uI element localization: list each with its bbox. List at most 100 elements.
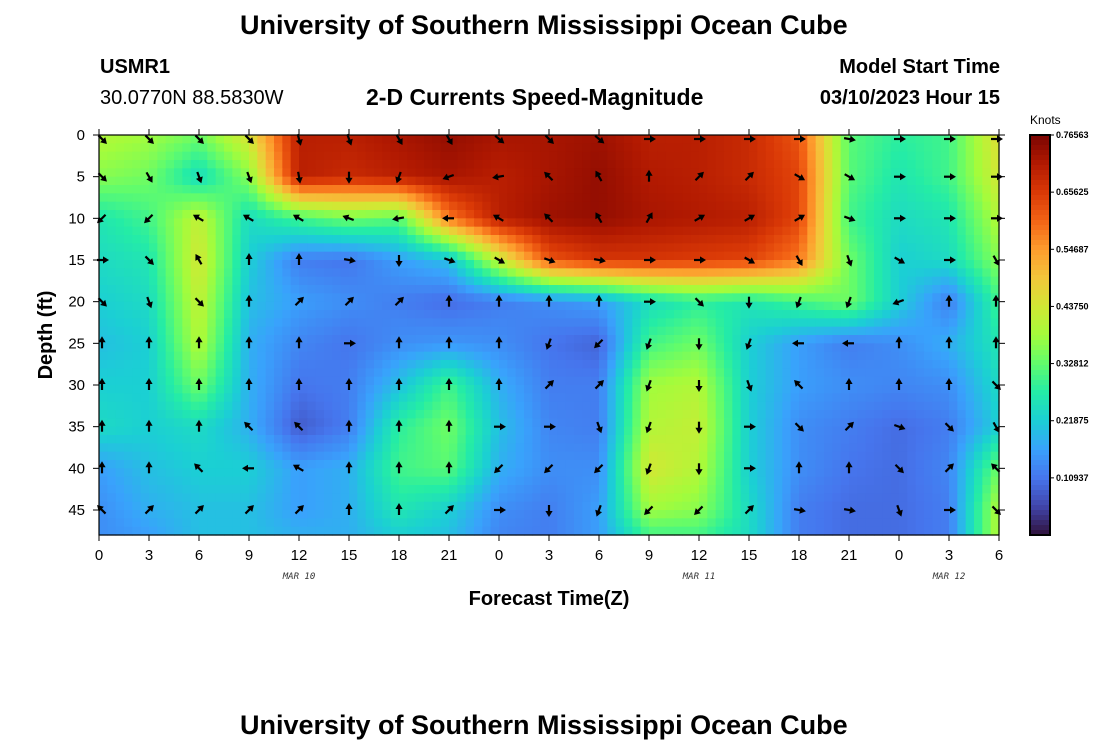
heatmap-cell: [840, 151, 850, 161]
heatmap-cell: [615, 226, 625, 236]
heatmap-cell: [865, 176, 875, 186]
heatmap-cell: [574, 385, 583, 394]
heatmap-cell: [457, 326, 467, 336]
heatmap-cell: [657, 218, 667, 228]
heatmap-cell: [890, 210, 900, 219]
heatmap-cell: [699, 285, 708, 294]
heatmap-cell: [465, 443, 475, 453]
heatmap-cell: [649, 218, 658, 228]
heatmap-cell: [232, 193, 242, 203]
heatmap-cell: [532, 235, 542, 244]
heatmap-cell: [582, 410, 592, 419]
heatmap-cell: [157, 501, 167, 511]
heatmap-cell: [815, 460, 825, 469]
heatmap-cell: [699, 343, 708, 353]
heatmap-cell: [974, 343, 983, 353]
heatmap-cell: [924, 210, 933, 219]
heatmap-cell: [299, 451, 308, 461]
heatmap-cell: [374, 451, 383, 461]
heatmap-cell: [257, 226, 267, 236]
heatmap-cell: [249, 143, 258, 153]
heatmap-cell: [424, 193, 433, 203]
heatmap-cell: [724, 185, 733, 194]
heatmap-cell: [874, 485, 883, 494]
heatmap-cell: [599, 493, 608, 503]
heatmap-cell: [182, 168, 192, 178]
heatmap-cell: [224, 343, 233, 353]
heatmap-cell: [257, 501, 267, 511]
heatmap-cell: [949, 510, 958, 519]
heatmap-cell: [265, 168, 275, 178]
heatmap-cell: [140, 193, 150, 203]
heatmap-cell: [440, 385, 450, 394]
heatmap-cell: [365, 401, 375, 411]
heatmap-cell: [482, 410, 492, 419]
heatmap-cell: [382, 476, 392, 486]
heatmap-cell: [690, 318, 700, 328]
heatmap-cell: [957, 160, 967, 169]
heatmap-cell: [599, 501, 608, 511]
heatmap-cell: [249, 243, 258, 253]
heatmap-cell: [390, 376, 400, 386]
heatmap-cell: [632, 460, 642, 469]
heatmap-cell: [649, 393, 658, 403]
heatmap-cell: [482, 260, 492, 269]
heatmap-cell: [190, 368, 200, 378]
heatmap-cell: [982, 376, 992, 386]
heatmap-cell: [807, 226, 817, 236]
heatmap-cell: [149, 251, 158, 261]
heatmap-cell: [882, 151, 892, 161]
heatmap-cell: [465, 176, 475, 186]
heatmap-cell: [307, 318, 317, 328]
heatmap-cell: [640, 351, 650, 361]
heatmap-cell: [374, 201, 383, 211]
heatmap-cell: [374, 426, 383, 436]
heatmap-cell: [957, 501, 967, 511]
heatmap-cell: [857, 426, 867, 436]
heatmap-cell: [499, 376, 508, 386]
heatmap-cell: [799, 368, 808, 378]
heatmap-cell: [182, 401, 192, 411]
heatmap-cell: [924, 476, 933, 486]
heatmap-cell: [790, 226, 800, 236]
heatmap-cell: [424, 310, 433, 319]
heatmap-cell: [165, 401, 175, 411]
heatmap-cell: [699, 443, 708, 453]
heatmap-cell: [424, 343, 433, 353]
heatmap-cell: [532, 476, 542, 486]
heatmap-cell: [349, 451, 358, 461]
heatmap-cell: [690, 243, 700, 253]
heatmap-cell: [940, 360, 950, 369]
heatmap-cell: [815, 243, 825, 253]
heatmap-cell: [699, 218, 708, 228]
heatmap-cell: [365, 276, 375, 286]
heatmap-cell: [449, 260, 458, 269]
heatmap-cell: [315, 326, 325, 336]
heatmap-cell: [874, 285, 883, 294]
heatmap-cell: [382, 501, 392, 511]
heatmap-cell: [807, 510, 817, 519]
heatmap-cell: [857, 251, 867, 261]
heatmap-cell: [832, 193, 842, 203]
heatmap-cell: [324, 193, 333, 203]
heatmap-cell: [499, 135, 508, 144]
heatmap-cell: [815, 326, 825, 336]
heatmap-cell: [832, 135, 842, 144]
heatmap-cell: [140, 168, 150, 178]
heatmap-cell: [265, 160, 275, 169]
heatmap-cell: [507, 151, 517, 161]
heatmap-cell: [249, 485, 258, 494]
heatmap-cell: [540, 276, 550, 286]
heatmap-cell: [349, 368, 358, 378]
heatmap-cell: [757, 493, 767, 503]
heatmap-cell: [924, 301, 933, 311]
heatmap-cell: [415, 435, 425, 444]
heatmap-cell: [824, 410, 833, 419]
heatmap-cell: [607, 485, 617, 494]
heatmap-cell: [974, 476, 983, 486]
heatmap-cell: [390, 193, 400, 203]
heatmap-cell: [640, 293, 650, 303]
heatmap-cell: [665, 401, 675, 411]
heatmap-cell: [474, 401, 483, 411]
heatmap-cell: [107, 318, 117, 328]
